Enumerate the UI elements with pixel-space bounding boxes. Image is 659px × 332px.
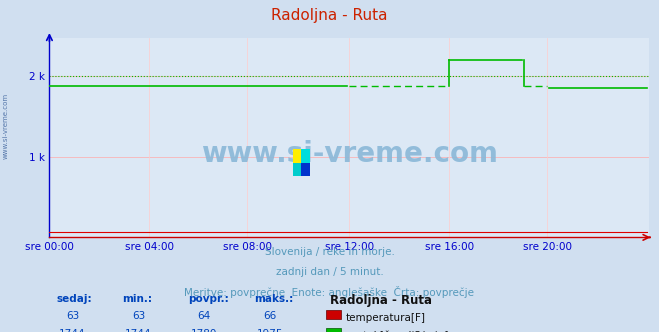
Text: temperatura[F]: temperatura[F] [346,313,426,323]
Text: 1744: 1744 [59,329,86,332]
Bar [302,149,310,163]
Text: pretok[čevelj3/min]: pretok[čevelj3/min] [346,330,449,332]
Bar [302,163,310,176]
Text: maks.:: maks.: [254,294,293,304]
Text: sedaj:: sedaj: [56,294,92,304]
Text: 66: 66 [264,311,277,321]
Text: 1975: 1975 [257,329,283,332]
Text: www.si-vreme.com: www.si-vreme.com [2,93,9,159]
Text: Slovenija / reke in morje.: Slovenija / reke in morje. [264,247,395,257]
Text: Radoljna - Ruta: Radoljna - Ruta [330,294,432,307]
Text: 63: 63 [132,311,145,321]
Text: Meritve: povprečne  Enote: anglešaške  Črta: povprečje: Meritve: povprečne Enote: anglešaške Črt… [185,286,474,298]
Text: zadnji dan / 5 minut.: zadnji dan / 5 minut. [275,267,384,277]
Text: povpr.:: povpr.: [188,294,229,304]
Text: 1780: 1780 [191,329,217,332]
Text: 63: 63 [66,311,79,321]
Text: min.:: min.: [122,294,152,304]
Bar [293,163,302,176]
Text: Radoljna - Ruta: Radoljna - Ruta [272,8,387,23]
Text: www.si-vreme.com: www.si-vreme.com [201,140,498,168]
Text: 64: 64 [198,311,211,321]
Bar [293,149,302,163]
Text: 1744: 1744 [125,329,152,332]
